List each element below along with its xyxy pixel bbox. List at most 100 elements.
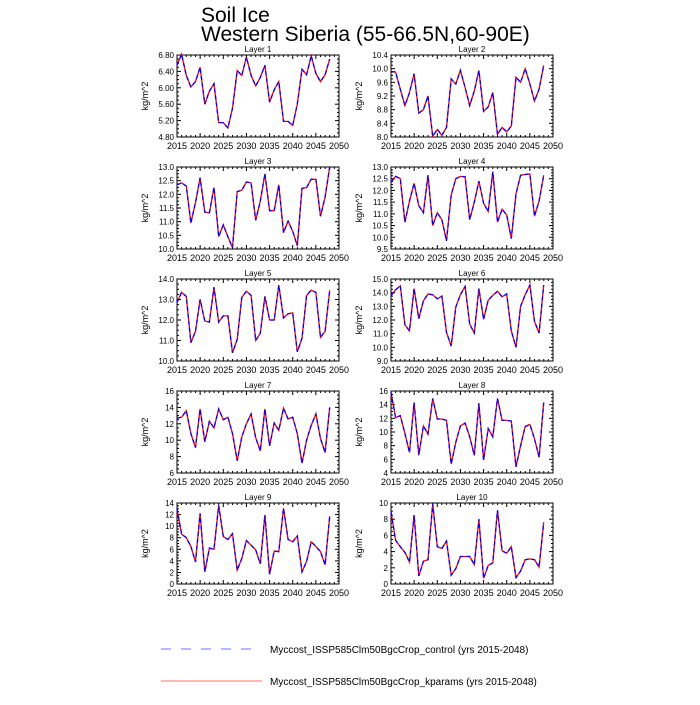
x-tick-label: 2025 bbox=[213, 477, 233, 487]
y-axis-label: kg/m^2 bbox=[140, 194, 150, 223]
x-tick-label: 2040 bbox=[497, 588, 517, 598]
x-tick-label: 2035 bbox=[260, 253, 280, 263]
x-tick-label: 2030 bbox=[236, 253, 256, 263]
x-tick-label: 2030 bbox=[236, 141, 256, 151]
plot-frame bbox=[390, 166, 554, 250]
series-line-control bbox=[390, 65, 545, 139]
y-tick-label: 8 bbox=[384, 515, 389, 524]
x-tick-label: 2030 bbox=[450, 141, 470, 151]
plot-frame bbox=[390, 502, 554, 585]
x-tick-label: 2040 bbox=[283, 477, 303, 487]
y-tick-label: 12 bbox=[165, 511, 174, 520]
y-axis-label: kg/m^2 bbox=[354, 418, 364, 447]
x-tick-label: 2040 bbox=[497, 253, 517, 263]
x-tick-label: 2035 bbox=[474, 253, 494, 263]
plot-frame bbox=[176, 502, 340, 585]
legend: Myccost_ISSP585Clm50BgcCrop_control (yrs… bbox=[161, 645, 537, 688]
y-tick-label: 10.0 bbox=[372, 65, 388, 74]
x-tick-label: 2020 bbox=[404, 365, 424, 375]
y-tick-label: 5.20 bbox=[158, 117, 174, 126]
x-tick-label: 2030 bbox=[450, 588, 470, 598]
x-tick-label: 2050 bbox=[329, 365, 349, 375]
series-line-kparams bbox=[176, 52, 331, 130]
y-axis-label: kg/m^2 bbox=[354, 529, 364, 558]
x-tick-label: 2045 bbox=[520, 588, 540, 598]
x-tick-label: 2030 bbox=[236, 588, 256, 598]
y-tick-label: 13.0 bbox=[158, 163, 174, 172]
x-tick-label: 2045 bbox=[520, 477, 540, 487]
x-tick-label: 2030 bbox=[450, 477, 470, 487]
legend-label-kparams: Myccost_ISSP585Clm50BgcCrop_kparams (yrs… bbox=[270, 677, 537, 688]
y-tick-label: 10 bbox=[379, 499, 388, 508]
x-tick-label: 2045 bbox=[306, 253, 326, 263]
series-line-kparams bbox=[390, 503, 545, 580]
y-tick-label: 14.0 bbox=[158, 275, 174, 284]
series-line-kparams bbox=[176, 406, 331, 464]
series-line-control bbox=[176, 505, 331, 575]
x-tick-label: 2035 bbox=[474, 141, 494, 151]
panel-8: Layer 8 kg/m^2 2015 2020 2025 2030 2035 2040 204… bbox=[354, 381, 563, 487]
x-tick-label: 2015 bbox=[167, 588, 187, 598]
panel-title: Layer 9 bbox=[245, 493, 272, 502]
x-tick-label: 2030 bbox=[236, 365, 256, 375]
x-tick-label: 2035 bbox=[260, 141, 280, 151]
y-tick-label: 0 bbox=[170, 580, 175, 589]
x-tick-label: 2025 bbox=[213, 253, 233, 263]
x-tick-label: 2015 bbox=[381, 365, 401, 375]
y-tick-label: 10.5 bbox=[372, 222, 388, 231]
x-tick-label: 2015 bbox=[167, 253, 187, 263]
y-tick-label: 5.60 bbox=[158, 100, 174, 109]
x-tick-label: 2030 bbox=[450, 365, 470, 375]
panel-title: Layer 10 bbox=[456, 493, 488, 502]
y-tick-label: 8.4 bbox=[377, 119, 389, 128]
x-tick-label: 2015 bbox=[167, 477, 187, 487]
series-line-control bbox=[390, 282, 545, 348]
x-tick-label: 2040 bbox=[283, 588, 303, 598]
panel-title: Layer 5 bbox=[245, 269, 272, 278]
plot-frame bbox=[390, 278, 554, 362]
x-tick-label: 2045 bbox=[306, 477, 326, 487]
series-line-control bbox=[176, 285, 331, 354]
x-tick-label: 2015 bbox=[381, 477, 401, 487]
y-tick-label: 4 bbox=[170, 557, 175, 566]
panel-5: Layer 5 kg/m^2 2015 2020 2025 2030 2035 2040 204… bbox=[140, 269, 349, 375]
y-tick-label: 9.6 bbox=[377, 78, 389, 87]
x-tick-label: 2020 bbox=[190, 253, 210, 263]
series-line-kparams bbox=[390, 282, 545, 348]
y-tick-label: 6 bbox=[384, 455, 389, 464]
series-line-control bbox=[176, 166, 331, 248]
y-tick-label: 12.0 bbox=[372, 186, 388, 195]
x-tick-label: 2015 bbox=[381, 253, 401, 263]
series-line-control bbox=[390, 503, 545, 580]
x-tick-label: 2025 bbox=[427, 588, 447, 598]
y-tick-label: 10 bbox=[165, 436, 174, 445]
series-line-kparams bbox=[390, 171, 545, 241]
chart-subtitle: Western Siberia (55-66.5N,60-90E) bbox=[201, 23, 530, 46]
y-tick-label: 11.0 bbox=[373, 330, 389, 339]
x-tick-label: 2050 bbox=[543, 588, 563, 598]
panel-title: Layer 6 bbox=[459, 269, 486, 278]
y-tick-label: 15.0 bbox=[372, 275, 388, 284]
y-tick-label: 14.0 bbox=[372, 289, 388, 298]
x-tick-label: 2035 bbox=[474, 588, 494, 598]
y-tick-label: 8 bbox=[170, 534, 175, 543]
x-tick-label: 2020 bbox=[190, 588, 210, 598]
y-tick-label: 14 bbox=[165, 403, 174, 412]
y-tick-label: 9.0 bbox=[377, 357, 389, 366]
y-tick-label: 11.5 bbox=[373, 198, 389, 207]
x-tick-label: 2025 bbox=[213, 588, 233, 598]
x-tick-label: 2020 bbox=[404, 477, 424, 487]
panel-title: Layer 8 bbox=[459, 381, 486, 390]
panel-3: Layer 3 kg/m^2 2015 2020 2025 2030 2035 2040 204… bbox=[140, 157, 349, 263]
y-axis-label: kg/m^2 bbox=[354, 306, 364, 335]
y-axis-label: kg/m^2 bbox=[140, 529, 150, 558]
panel-title: Layer 4 bbox=[459, 157, 486, 166]
x-tick-label: 2040 bbox=[283, 365, 303, 375]
x-tick-label: 2015 bbox=[167, 365, 187, 375]
panel-title: Layer 2 bbox=[459, 45, 486, 54]
plot-frame bbox=[390, 390, 554, 474]
y-tick-label: 10.5 bbox=[158, 231, 174, 240]
x-tick-label: 2040 bbox=[283, 253, 303, 263]
y-tick-label: 4.80 bbox=[158, 133, 174, 142]
x-tick-label: 2040 bbox=[497, 365, 517, 375]
